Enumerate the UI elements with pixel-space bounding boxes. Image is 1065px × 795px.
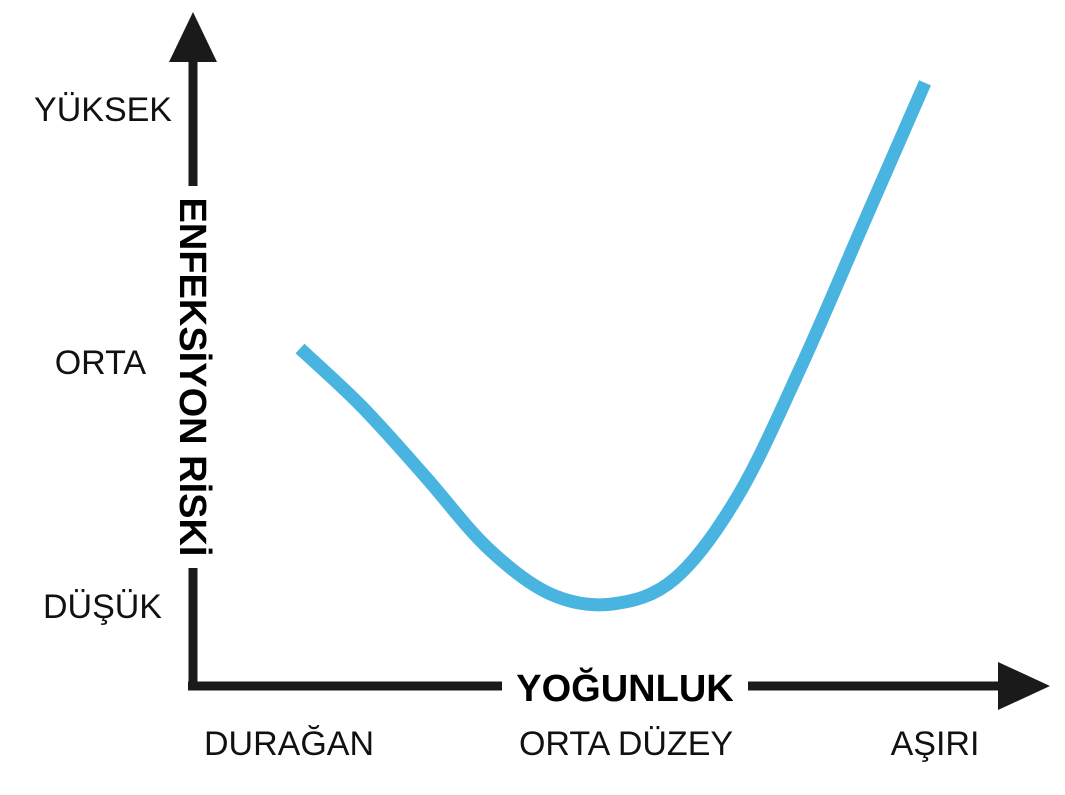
y-tick-label: ORTA [55, 344, 147, 382]
x-tick-label: DURAĞAN [204, 725, 374, 763]
x-axis-title: YOĞUNLUK [516, 666, 734, 710]
y-tick-label: DÜŞÜK [43, 588, 162, 626]
series-line [295, 80, 931, 612]
x-tick-label: AŞIRI [891, 725, 980, 763]
y-axis-title-background [170, 186, 216, 568]
y-axis-title: ENFEKSİYON RİSKİ [171, 198, 213, 557]
x-tick-labels: DURAĞAN ORTA DÜZEY AŞIRI [204, 725, 979, 763]
x-axis-title-background [502, 664, 748, 710]
x-axis-arrowhead [998, 662, 1050, 710]
y-axis-arrowhead [169, 12, 217, 62]
y-tick-labels: DÜŞÜK ORTA YÜKSEK [34, 91, 172, 626]
x-tick-label: ORTA DÜZEY [519, 725, 733, 763]
y-tick-label: YÜKSEK [34, 91, 172, 129]
